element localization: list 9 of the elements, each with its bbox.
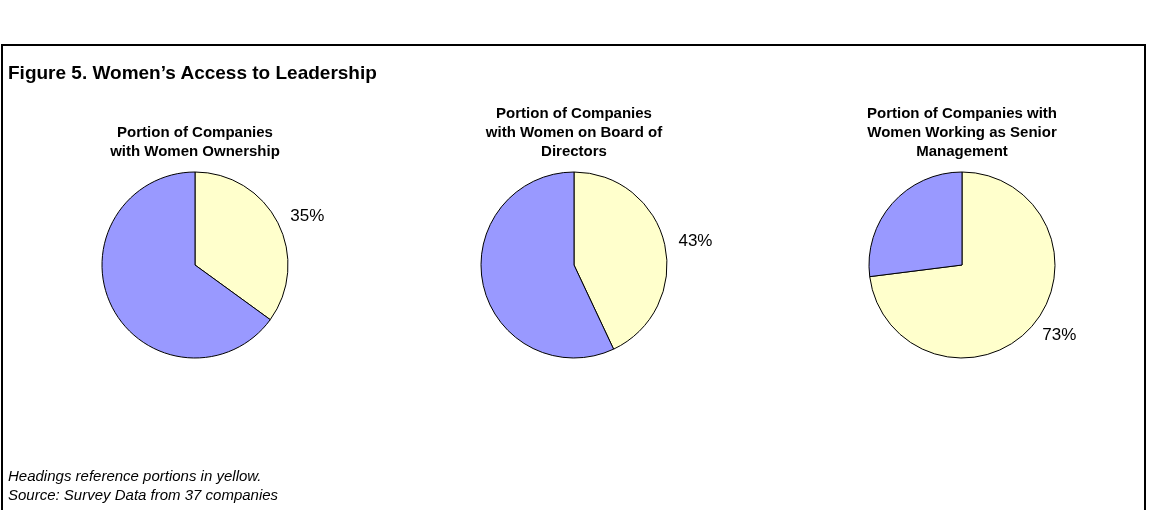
source-note: Source: Survey Data from 37 companies bbox=[8, 485, 279, 504]
chart-title: Portion of Companies with Women Ownership bbox=[109, 122, 281, 160]
data-label: 43% bbox=[678, 231, 713, 251]
chart-title: Portion of Companies with Women on Board of Directors bbox=[484, 103, 664, 160]
data-label: 35% bbox=[290, 206, 325, 226]
text: Figure 5. Women’s Access to Leadership bbox=[8, 62, 377, 84]
chart-title: Portion of Companies with Women Working as Senior Management bbox=[866, 103, 1058, 160]
data-label: 73% bbox=[1042, 325, 1077, 345]
text: Headings reference portions in yellow. bbox=[8, 466, 263, 485]
